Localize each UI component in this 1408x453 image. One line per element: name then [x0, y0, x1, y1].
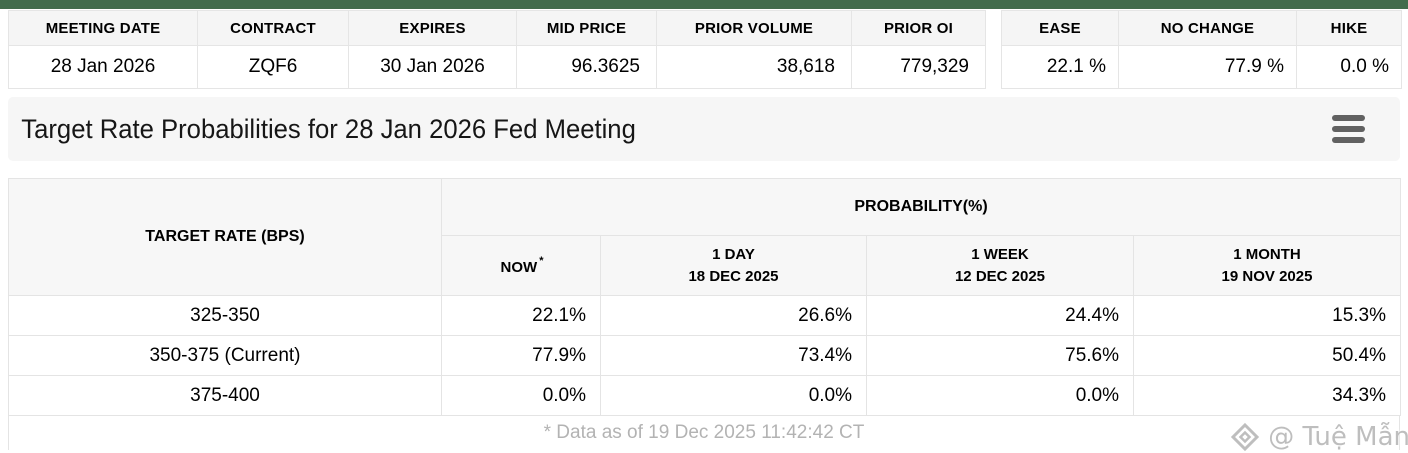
footnote-marker: *	[539, 255, 544, 267]
target-rate-label: 375-400	[8, 375, 442, 416]
expires-value: 30 Jan 2026	[348, 45, 517, 89]
one-week-probability: 24.4%	[866, 295, 1134, 336]
one-month-probability: 34.3%	[1132, 375, 1402, 416]
one-day-probability: 73.4%	[600, 335, 867, 376]
probability-table: TARGET RATE (BPS) PROBABILITY(%) NOW * 1 …	[8, 178, 1402, 416]
meeting-date-value: 28 Jan 2026	[8, 45, 198, 89]
top-accent-bar	[0, 0, 1408, 9]
rate-change-summary-table: EASE NO CHANGE HIKE 22.1 % 77.9 % 0.0 %	[1001, 10, 1402, 89]
target-rate-header: TARGET RATE (BPS)	[8, 178, 442, 296]
probability-table-container: TARGET RATE (BPS) PROBABILITY(%) NOW * 1 …	[8, 178, 1402, 450]
group-header-row: TARGET RATE (BPS) PROBABILITY(%)	[8, 178, 1402, 296]
summary-header-row: MEETING DATE CONTRACT EXPIRES MID PRICE …	[8, 10, 986, 46]
one-day-column-header: 1 DAY 18 DEC 2025	[600, 235, 867, 296]
contract-value: ZQF6	[197, 45, 349, 89]
one-day-probability: 0.0%	[600, 375, 867, 416]
target-rate-label: 325-350	[8, 295, 442, 336]
summary-row: MEETING DATE CONTRACT EXPIRES MID PRICE …	[8, 10, 1402, 89]
contract-header: CONTRACT	[197, 10, 349, 46]
one-week-probability: 75.6%	[866, 335, 1134, 376]
prior-volume-header: PRIOR VOLUME	[656, 10, 852, 46]
now-column-header: NOW *	[441, 235, 601, 296]
prior-oi-value: 779,329	[851, 45, 986, 89]
expires-header: EXPIRES	[348, 10, 517, 46]
change-value-row: 22.1 % 77.9 % 0.0 %	[1001, 45, 1402, 89]
target-rate-label: 350-375 (Current)	[8, 335, 442, 376]
page-title: Target Rate Probabilities for 28 Jan 202…	[21, 113, 636, 144]
table-row: 375-400 0.0% 0.0% 0.0% 34.3%	[8, 375, 1402, 416]
no-change-value: 77.9 %	[1118, 45, 1297, 89]
chart-title-bar: Target Rate Probabilities for 28 Jan 202…	[8, 97, 1400, 161]
now-probability: 22.1%	[441, 295, 601, 336]
mid-price-value: 96.3625	[516, 45, 657, 89]
contract-summary-table: MEETING DATE CONTRACT EXPIRES MID PRICE …	[8, 10, 986, 89]
change-header-row: EASE NO CHANGE HIKE	[1001, 10, 1402, 46]
meeting-date-header: MEETING DATE	[8, 10, 198, 46]
hike-header: HIKE	[1296, 10, 1402, 46]
ease-value: 22.1 %	[1001, 45, 1119, 89]
data-as-of-footnote: * Data as of 19 Dec 2025 11:42:42 CT	[8, 416, 1400, 450]
ease-header: EASE	[1001, 10, 1119, 46]
table-row: 325-350 22.1% 26.6% 24.4% 15.3%	[8, 295, 1402, 336]
hamburger-menu-icon[interactable]	[1328, 111, 1369, 147]
probability-group-header: PROBABILITY(%)	[440, 178, 1402, 236]
one-week-probability: 0.0%	[866, 375, 1134, 416]
summary-value-row: 28 Jan 2026 ZQF6 30 Jan 2026 96.3625 38,…	[8, 45, 986, 89]
one-week-column-header: 1 WEEK 12 DEC 2025	[866, 235, 1134, 296]
one-month-probability: 50.4%	[1132, 335, 1402, 376]
hike-value: 0.0 %	[1296, 45, 1402, 89]
one-month-column-header: 1 MONTH 19 NOV 2025	[1132, 235, 1402, 296]
prior-volume-value: 38,618	[656, 45, 852, 89]
now-probability: 77.9%	[441, 335, 601, 376]
one-month-probability: 15.3%	[1132, 295, 1402, 336]
table-row: 350-375 (Current) 77.9% 73.4% 75.6% 50.4…	[8, 335, 1402, 376]
one-day-probability: 26.6%	[600, 295, 867, 336]
no-change-header: NO CHANGE	[1118, 10, 1297, 46]
prior-oi-header: PRIOR OI	[851, 10, 986, 46]
mid-price-header: MID PRICE	[516, 10, 657, 46]
period-header-row: NOW * 1 DAY 18 DEC 2025 1 WEEK 12 DEC 2025 …	[9, 235, 1402, 296]
now-probability: 0.0%	[441, 375, 601, 416]
